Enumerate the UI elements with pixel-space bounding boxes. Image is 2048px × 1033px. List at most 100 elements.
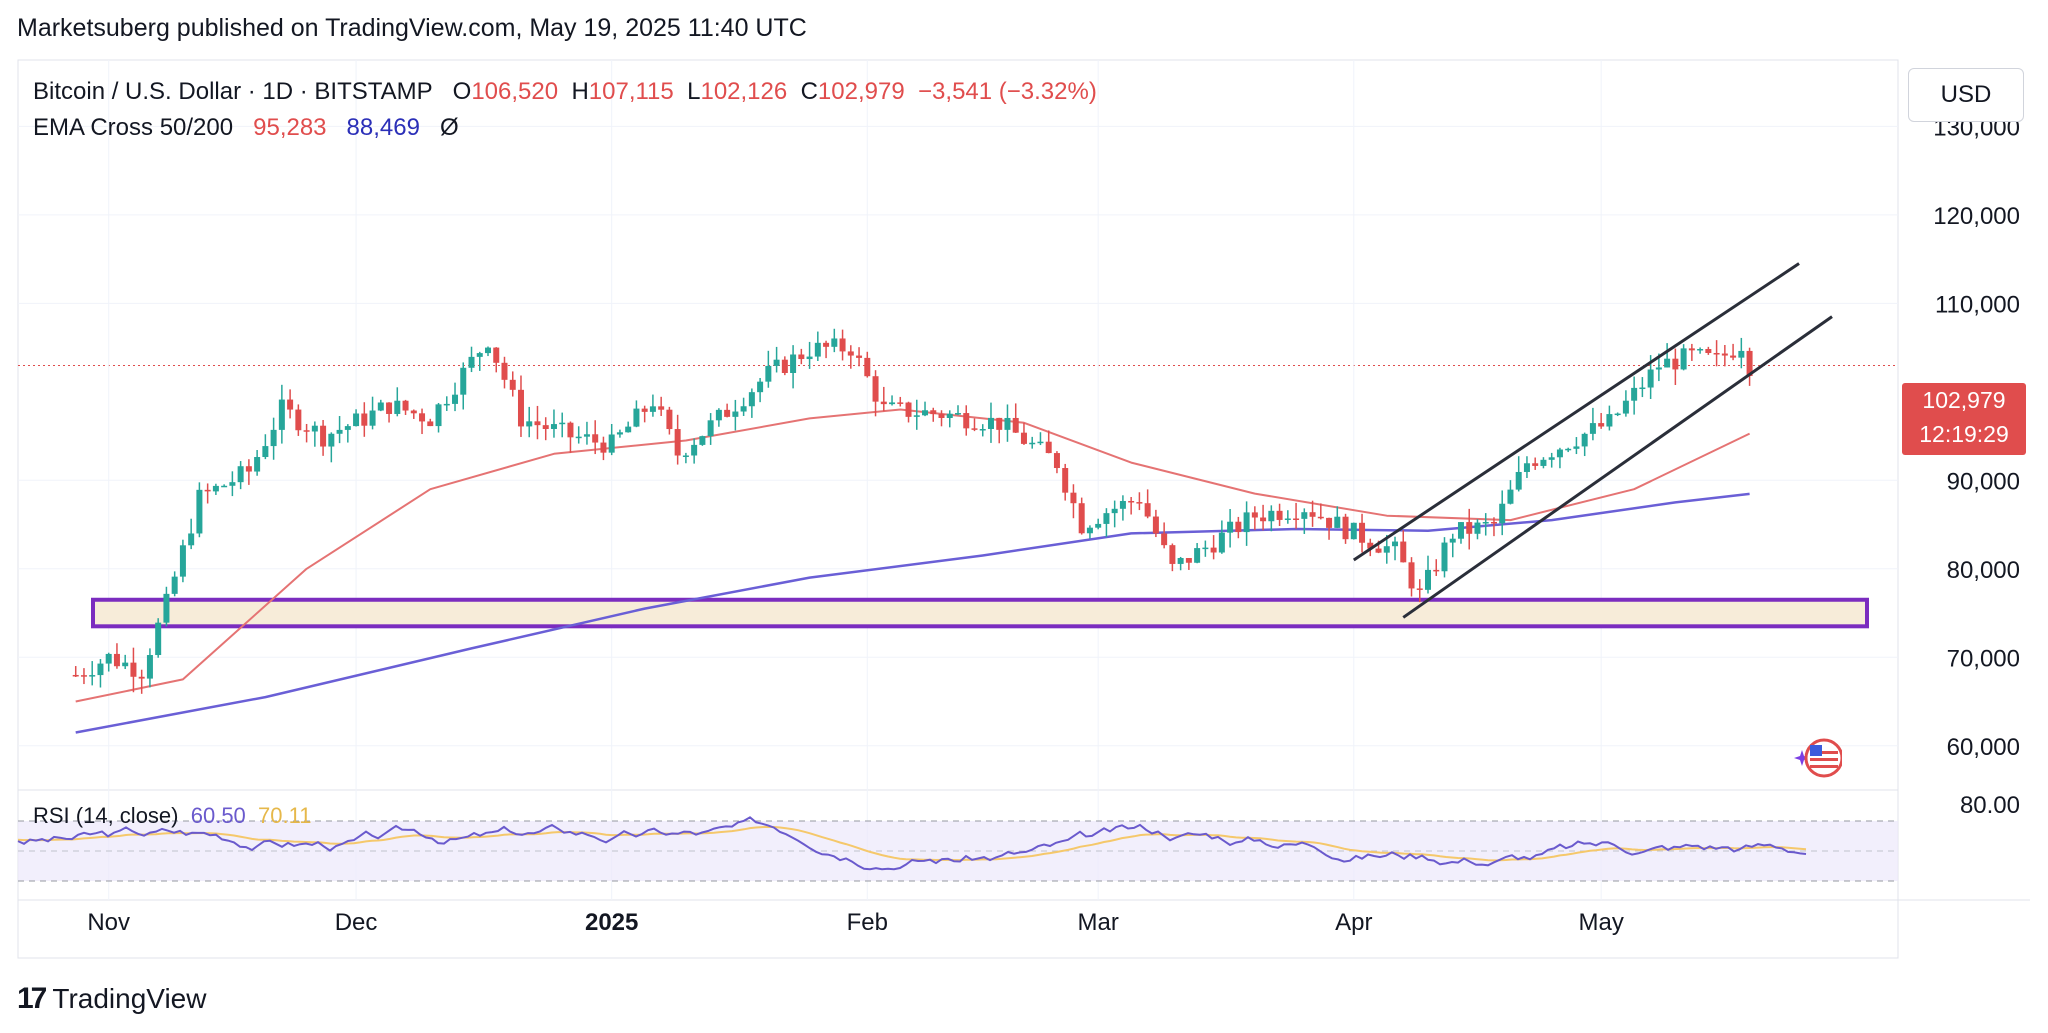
candle: [344, 426, 351, 430]
candle: [1276, 510, 1283, 520]
candle: [583, 434, 590, 437]
candle: [1392, 541, 1399, 547]
candle: [649, 406, 656, 412]
candle: [237, 466, 244, 483]
candle: [361, 413, 368, 426]
candle: [773, 359, 780, 366]
candle: [97, 663, 104, 676]
channel-lower-line: [1402, 315, 1833, 619]
candle: [1647, 369, 1654, 388]
candle: [105, 653, 112, 664]
candle: [1523, 463, 1530, 472]
candle: [1697, 349, 1704, 351]
candle: [1103, 513, 1110, 524]
candle: [113, 653, 120, 667]
candle: [485, 347, 491, 354]
ema-indicator-name[interactable]: EMA Cross 50/200: [33, 114, 234, 141]
candle: [122, 662, 129, 667]
candle: [963, 413, 970, 429]
events-flag-icon[interactable]: [1790, 736, 1842, 780]
candle: [872, 376, 879, 402]
candle: [905, 402, 912, 417]
candle: [550, 424, 557, 430]
candle: [377, 402, 384, 411]
candle: [1573, 446, 1580, 449]
candle: [1449, 538, 1456, 543]
candle: [798, 354, 805, 360]
candle: [575, 436, 582, 439]
candle: [1466, 522, 1473, 534]
candle: [163, 593, 170, 623]
close-value: 102,979: [817, 78, 905, 105]
candle: [542, 425, 549, 430]
candle: [1317, 516, 1324, 519]
rsi-legend: RSI (14, close) 60.50 70.11: [33, 803, 311, 829]
candle: [1119, 500, 1126, 509]
candle: [724, 409, 731, 417]
candle: [229, 482, 236, 486]
candle: [1664, 358, 1671, 368]
rsi-line: [17, 816, 1807, 871]
candle: [517, 389, 524, 427]
candle: [1095, 523, 1102, 528]
x-tick-label: May: [1578, 909, 1623, 936]
candle: [790, 354, 797, 374]
y-tick-label: 120,000: [1933, 203, 2020, 230]
candle: [971, 428, 978, 430]
tradingview-logo-icon: 17: [17, 982, 47, 1015]
x-tick-label: Feb: [847, 909, 888, 936]
candle: [419, 413, 426, 422]
high-value: 107,115: [588, 78, 674, 105]
candle: [1045, 441, 1052, 454]
candle: [1334, 516, 1341, 528]
candle: [1053, 453, 1060, 469]
candle: [410, 410, 417, 414]
tradingview-logo[interactable]: 17 TradingView: [17, 982, 206, 1016]
currency-button[interactable]: USD: [1908, 68, 2024, 122]
candle: [1004, 417, 1011, 430]
candle: [1185, 558, 1192, 563]
candle: [938, 414, 945, 418]
candle: [748, 392, 755, 407]
candle: [1202, 547, 1209, 550]
bar-countdown: 12:19:29: [1919, 421, 2009, 447]
candle: [493, 347, 500, 363]
ema200-value: 88,469: [346, 114, 420, 141]
publisher-line: Marketsuberg published on TradingView.co…: [17, 14, 807, 42]
candle: [1457, 522, 1464, 539]
candle: [1565, 448, 1572, 451]
candle: [1161, 533, 1168, 546]
change-value: −3,541 (−3.32%): [918, 78, 1097, 105]
candle: [1730, 355, 1737, 358]
hide-indicator-icon[interactable]: Ø: [439, 114, 459, 141]
candle: [1037, 441, 1044, 444]
candle: [987, 417, 994, 430]
candle: [691, 444, 698, 456]
candle: [616, 432, 623, 435]
channel-upper-line: [1352, 262, 1800, 562]
y-tick-label: 60,000: [1947, 734, 2020, 761]
candle: [1746, 350, 1753, 377]
candle: [1268, 510, 1275, 522]
candle: [1062, 468, 1069, 493]
candle: [311, 425, 318, 432]
candle: [1284, 518, 1291, 520]
symbol-title[interactable]: Bitcoin / U.S. Dollar · 1D · BITSTAMP: [33, 78, 433, 105]
candle: [435, 404, 442, 427]
candle: [1532, 463, 1539, 466]
candle: [146, 655, 153, 679]
rsi-value: 60.50: [190, 803, 246, 828]
candle: [89, 675, 96, 677]
candle: [1111, 508, 1118, 514]
rsi-ma-value: 70.11: [258, 803, 312, 828]
candle: [1128, 500, 1135, 503]
candle: [1309, 512, 1316, 517]
rsi-label[interactable]: RSI (14, close): [33, 803, 179, 828]
candle: [262, 446, 269, 458]
candle: [1474, 522, 1481, 534]
ema50-value: 95,283: [253, 114, 327, 141]
candle: [138, 676, 145, 679]
low-label: L: [687, 78, 701, 105]
candle: [1227, 521, 1234, 533]
